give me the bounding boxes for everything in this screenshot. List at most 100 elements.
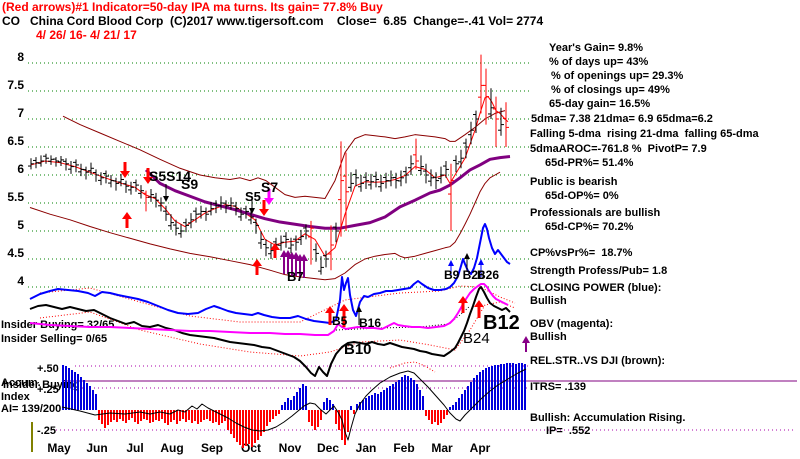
month-label: Jun [86,441,107,455]
stat-line-16: Bullish [530,295,567,307]
histogram-bar [182,410,184,419]
histogram-bar [386,388,388,410]
histogram-bar [83,380,85,410]
histogram-bar [353,410,355,414]
histogram-bar [467,386,469,410]
signal-arrow-head [356,306,362,312]
signal-arrow-head [143,177,153,184]
histogram-bar [449,407,451,410]
histogram-bar [86,383,88,410]
histogram-bar [488,367,490,410]
histogram-bar [470,382,472,410]
signal-arrow-head [339,304,349,311]
histogram-bar [341,410,343,440]
signal-arrow-head [163,196,169,202]
signal-arrow-head [122,212,132,219]
histogram-bar [77,374,79,410]
histogram-bar [131,410,133,418]
signal-arrow-head [464,253,470,259]
histogram-bar [425,410,427,416]
histogram-bar [356,404,358,410]
stat-line-21: Bullish: Accumulation Rising. [530,412,686,424]
month-label: Sep [201,441,223,455]
histogram-bar [398,380,400,410]
stat-line-1: % of days up= 43% [549,56,649,68]
histogram-bar [434,410,436,422]
histogram-bar [104,410,106,428]
histogram-bar [164,410,166,423]
signal-label-B5: B5 [332,314,348,328]
histogram-bar [422,396,424,410]
histogram-bar [320,410,322,420]
histogram-bar [374,393,376,410]
ma_slow-line [144,155,511,230]
histogram-bar [248,410,250,444]
histogram-bar [512,363,514,410]
histogram-bar [236,410,238,442]
histogram-bar [113,410,115,420]
signal-arrow-head [249,208,255,214]
price-axis-label: 5.5 [7,190,24,204]
month-label: May [47,441,71,455]
histogram-bar [221,410,223,423]
signal-arrow-head [474,300,484,307]
histogram-bar [452,405,454,410]
histogram-bar [143,410,145,419]
histogram-bar [458,398,460,410]
histogram-bar [80,377,82,410]
histogram-bar [503,364,505,410]
stat-line-20: ITRS= .139 [530,381,586,393]
price-axis-label: 8 [17,50,24,64]
stat-line-11: Professionals are bullish [530,207,661,219]
price-axis-label: 5 [17,218,24,232]
histogram-bar [212,410,214,423]
histogram-bar [242,410,244,448]
histogram-bar [116,410,118,422]
histogram-bar [185,410,187,422]
signal-label-S7: S7 [261,179,278,195]
histogram-bar [263,410,265,432]
histogram-bar [188,410,190,420]
signal-arrow-head [252,259,262,266]
histogram-bar [152,410,154,422]
histogram-bar [140,410,142,421]
histogram-bar [266,410,268,426]
histogram-bar [191,410,193,423]
ai_line-line [61,368,527,441]
histogram-bar [419,390,421,410]
price-axis-label: 6.5 [7,134,24,148]
histogram-bar [479,372,481,410]
histogram-bar [311,410,313,426]
histogram-bar [518,363,520,410]
histogram-bar [437,410,439,425]
histogram-bar [404,375,406,410]
closing_power-line [29,223,511,324]
histogram-bar [122,410,124,421]
histogram-bar [254,410,256,443]
signal-arrow-head [264,198,274,205]
stat-line-2: % of openings up= 29.3% [551,70,684,82]
histogram-bar [410,378,412,410]
signal-label-S9: S9 [181,176,198,192]
chart-left-label: AI= 139/200 [1,403,61,415]
histogram-bar [371,395,373,410]
histogram-bar [509,363,511,410]
histogram-bar [230,410,232,434]
histogram-bar [110,410,112,422]
histogram-bar [272,410,274,419]
obv-line [29,283,509,336]
histogram-bar [176,410,178,424]
histogram-bar [149,410,151,423]
signal-label-S5S14: S5S14 [149,168,191,184]
histogram-bar [200,410,202,422]
price-axis-label: 7.5 [7,78,24,92]
histogram-bar [473,378,475,410]
env_blue-line [39,285,516,323]
signal-arrow-head [120,171,130,178]
histogram-bar [251,410,253,447]
histogram-bar [362,400,364,410]
stat-line-17: OBV (magenta): [530,318,614,330]
histogram-bar [461,394,463,410]
histogram-bar [101,410,103,424]
